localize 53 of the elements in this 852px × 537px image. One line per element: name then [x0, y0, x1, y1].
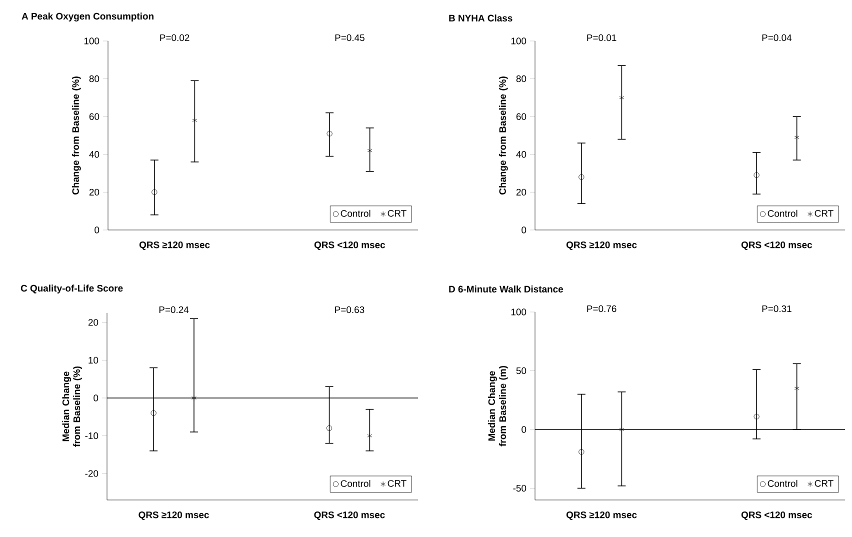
- y-tick-label: 10: [88, 356, 98, 364]
- y-axis-title: Median Change from Baseline (%): [62, 366, 82, 447]
- y-tick-label: 0: [94, 226, 100, 234]
- x-tick-label: QRS <120 msec: [741, 512, 812, 520]
- y-axis-title: Change from Baseline (%): [498, 76, 508, 195]
- legend-label: Control: [768, 480, 798, 487]
- x-tick-label: QRS <120 msec: [314, 512, 385, 520]
- y-tick-label: -50: [513, 484, 526, 492]
- annotation: P=0.01: [587, 34, 616, 42]
- legend-label: CRT: [814, 480, 834, 487]
- y-tick-label: 100: [511, 38, 526, 44]
- y-tick-label: -10: [85, 432, 98, 440]
- x-tick-label: QRS ≥120 msec: [138, 512, 209, 520]
- y-tick-label: 50: [516, 367, 526, 374]
- annotation: P=0.04: [762, 34, 792, 42]
- annotation: P=0.63: [335, 306, 364, 314]
- x-tick-label: QRS <120 msec: [741, 242, 812, 250]
- y-tick-label: 80: [89, 75, 100, 82]
- y-tick-label: 0: [522, 426, 526, 433]
- chart-title: A Peak Oxygen Consumption: [22, 12, 154, 22]
- legend-label: Control: [340, 480, 370, 487]
- chart-title: C Quality-of-Life Score: [20, 284, 123, 294]
- annotation: P=0.02: [160, 34, 190, 42]
- x-tick-label: QRS <120 msec: [314, 242, 386, 250]
- y-tick-label: 60: [89, 113, 100, 120]
- y-tick-label: 40: [89, 151, 100, 158]
- chart-title: D 6-Minute Walk Distance: [449, 286, 564, 292]
- y-tick-label: -20: [85, 470, 98, 477]
- y-tick-label: 40: [516, 151, 526, 158]
- annotation: P=0.31: [762, 305, 792, 312]
- y-tick-label: 0: [94, 394, 98, 402]
- legend-label: Control: [768, 210, 798, 217]
- y-tick-label: 20: [89, 188, 100, 196]
- annotation: P=0.24: [159, 306, 189, 314]
- y-tick-label: 20: [516, 188, 526, 196]
- annotation: P=0.45: [335, 34, 364, 42]
- x-tick-label: QRS ≥120 msec: [566, 242, 637, 250]
- x-tick-label: QRS ≥120 msec: [566, 512, 637, 520]
- y-tick-label: 0: [522, 226, 526, 234]
- legend-label: CRT: [814, 210, 834, 217]
- y-tick-label: 100: [84, 38, 100, 44]
- annotation: P=0.76: [587, 305, 616, 312]
- y-tick-label: 20: [88, 319, 98, 326]
- x-tick-label: QRS ≥120 msec: [139, 242, 210, 250]
- chart-title: B NYHA Class: [449, 14, 512, 22]
- y-tick-label: 60: [516, 113, 526, 120]
- legend-label: CRT: [388, 480, 406, 487]
- legend-label: Control: [340, 210, 370, 217]
- y-tick-label: 80: [516, 75, 526, 82]
- y-axis-title: Median Change from Baseline (m): [488, 366, 508, 446]
- y-tick-label: 100: [511, 308, 526, 316]
- y-axis-title: Change from Baseline (%): [72, 76, 81, 195]
- legend-label: CRT: [388, 210, 406, 217]
